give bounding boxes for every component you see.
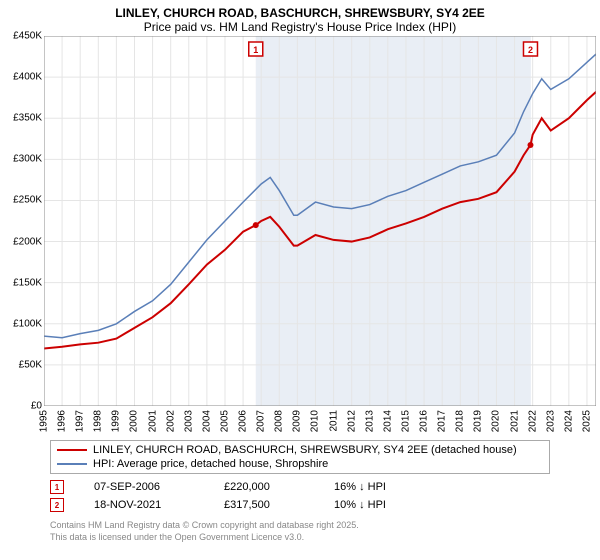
y-tick-label: £0 [2,401,42,412]
marker-2-icon: 2 [50,498,64,512]
x-tick-label: 2005 [219,410,230,432]
sale-date-2: 18-NOV-2021 [94,499,194,511]
x-tick-label: 2012 [346,410,357,432]
y-tick-label: £100K [2,318,42,329]
footer-attribution: Contains HM Land Registry data © Crown c… [50,520,600,543]
y-tick-label: £300K [2,154,42,165]
y-tick-label: £50K [2,359,42,370]
sale-row-1: 1 07-SEP-2006 £220,000 16% ↓ HPI [50,478,600,496]
svg-text:1: 1 [253,45,258,55]
x-tick-label: 2017 [437,410,448,432]
x-tick-label: 2006 [238,410,249,432]
x-tick-label: 2021 [509,410,520,432]
x-tick-label: 2008 [274,410,285,432]
sale-delta-1: 16% ↓ HPI [334,481,386,493]
sale-data-rows: 1 07-SEP-2006 £220,000 16% ↓ HPI 2 18-NO… [50,478,600,514]
y-tick-label: £400K [2,72,42,83]
footer-line2: This data is licensed under the Open Gov… [50,532,600,544]
x-tick-label: 2001 [147,410,158,432]
y-tick-label: £200K [2,236,42,247]
chart-title-line1: LINLEY, CHURCH ROAD, BASCHURCH, SHREWSBU… [10,6,590,20]
chart-title-block: LINLEY, CHURCH ROAD, BASCHURCH, SHREWSBU… [0,0,600,36]
x-tick-label: 1997 [75,410,86,432]
x-tick-label: 2015 [400,410,411,432]
footer-line1: Contains HM Land Registry data © Crown c… [50,520,600,532]
sale-date-1: 07-SEP-2006 [94,481,194,493]
chart-area: £0£50K£100K£150K£200K£250K£300K£350K£400… [44,36,596,406]
legend-swatch-blue [57,463,87,465]
x-tick-label: 2024 [563,410,574,432]
legend-swatch-red [57,449,87,451]
x-tick-label: 1995 [39,410,50,432]
legend-label-red: LINLEY, CHURCH ROAD, BASCHURCH, SHREWSBU… [93,444,517,456]
x-tick-label: 2007 [256,410,267,432]
x-tick-label: 2014 [382,410,393,432]
x-tick-label: 2016 [419,410,430,432]
x-tick-label: 2011 [328,410,339,432]
legend-row-red: LINLEY, CHURCH ROAD, BASCHURCH, SHREWSBU… [57,443,543,457]
x-tick-label: 2025 [581,410,592,432]
x-tick-label: 2002 [165,410,176,432]
legend-label-blue: HPI: Average price, detached house, Shro… [93,458,328,470]
x-tick-label: 1996 [57,410,68,432]
x-tick-label: 2022 [527,410,538,432]
x-tick-label: 1998 [93,410,104,432]
sale-delta-2: 10% ↓ HPI [334,499,386,511]
legend-box: LINLEY, CHURCH ROAD, BASCHURCH, SHREWSBU… [50,440,550,474]
x-tick-label: 2018 [455,410,466,432]
x-tick-label: 2009 [292,410,303,432]
y-axis: £0£50K£100K£150K£200K£250K£300K£350K£400… [2,36,42,406]
plot-svg: 12 [44,36,596,406]
y-tick-label: £250K [2,195,42,206]
y-tick-label: £150K [2,277,42,288]
sale-price-2: £317,500 [224,499,304,511]
x-tick-label: 2010 [310,410,321,432]
x-tick-label: 2013 [364,410,375,432]
x-tick-label: 2003 [183,410,194,432]
chart-title-line2: Price paid vs. HM Land Registry's House … [10,20,590,34]
x-tick-label: 2000 [129,410,140,432]
y-tick-label: £350K [2,113,42,124]
legend-row-blue: HPI: Average price, detached house, Shro… [57,457,543,471]
sale-row-2: 2 18-NOV-2021 £317,500 10% ↓ HPI [50,496,600,514]
x-tick-label: 2023 [545,410,556,432]
svg-text:2: 2 [528,45,533,55]
x-tick-label: 2004 [201,410,212,432]
sale-price-1: £220,000 [224,481,304,493]
y-tick-label: £450K [2,31,42,42]
x-tick-label: 2020 [491,410,502,432]
marker-1-icon: 1 [50,480,64,494]
x-tick-label: 2019 [473,410,484,432]
x-tick-label: 1999 [111,410,122,432]
